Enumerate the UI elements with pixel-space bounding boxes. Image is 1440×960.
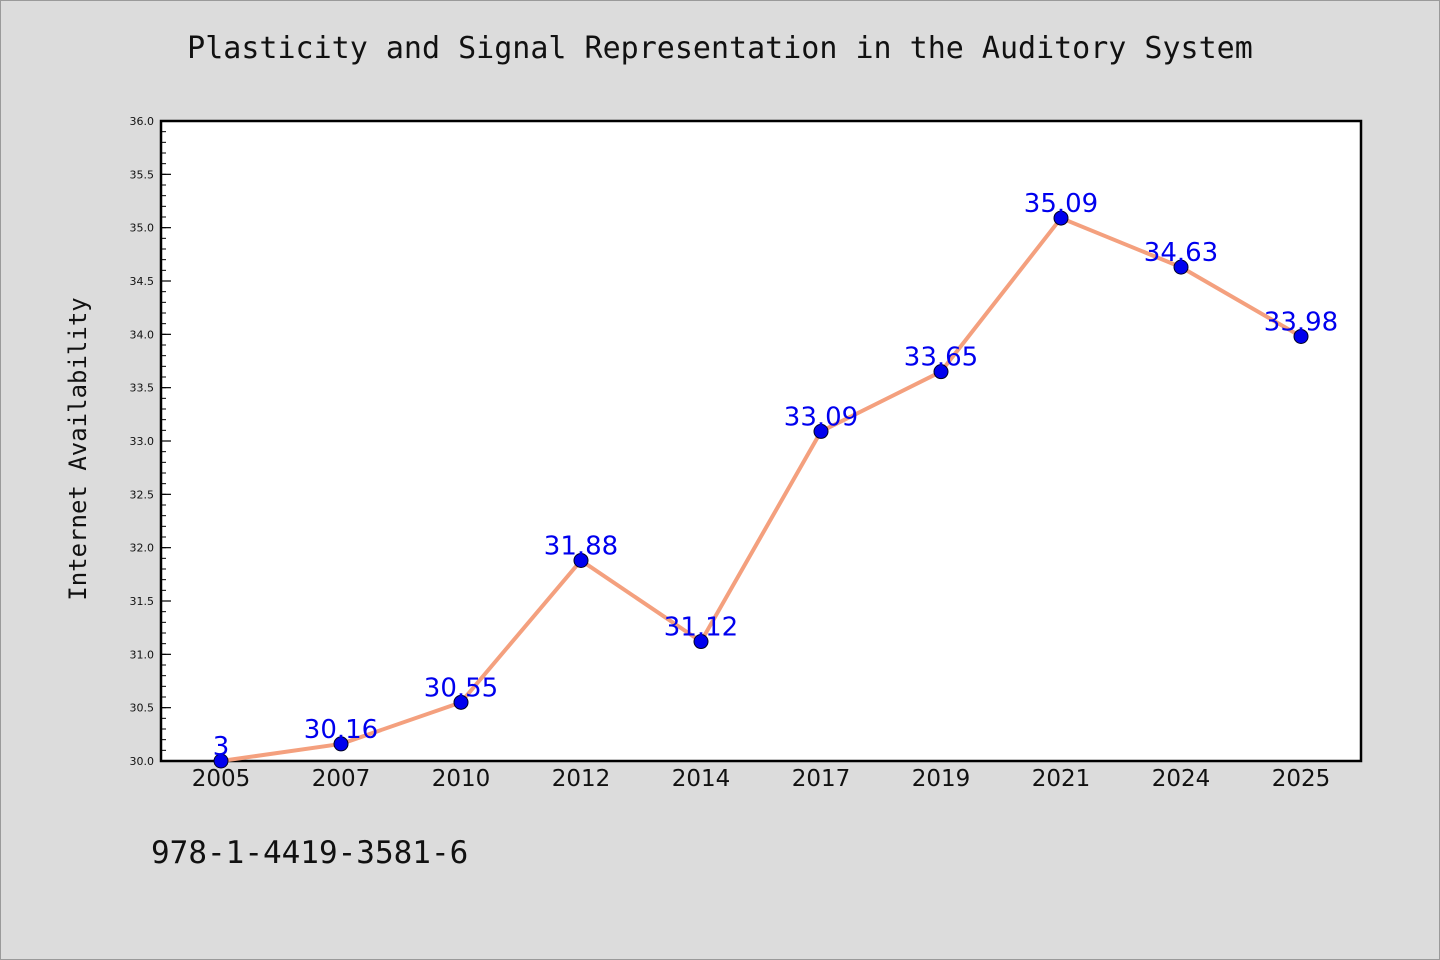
data-point bbox=[333, 736, 349, 752]
series-line bbox=[220, 216, 1303, 763]
y-tick-label: 30.5 bbox=[130, 702, 155, 715]
data-point bbox=[813, 423, 829, 439]
data-label: 30.55 bbox=[424, 673, 498, 703]
y-tick-label: 31.0 bbox=[130, 648, 155, 661]
y-tick-label: 34.0 bbox=[130, 328, 155, 341]
x-tick-label: 2019 bbox=[912, 766, 971, 792]
x-tick-label: 2024 bbox=[1152, 766, 1211, 792]
y-tick-label: 35.0 bbox=[130, 222, 155, 235]
y-axis-label: Internet Availability bbox=[64, 297, 92, 600]
y-tick-label: 36.0 bbox=[130, 115, 155, 128]
y-tick-label: 30.0 bbox=[130, 755, 155, 768]
data-label: 31.12 bbox=[664, 613, 738, 643]
data-label: 31.88 bbox=[544, 531, 618, 561]
chart-title: Plasticity and Signal Representation in … bbox=[187, 31, 1253, 66]
data-label: 30.16 bbox=[304, 715, 378, 745]
data-point bbox=[693, 634, 709, 650]
data-point bbox=[1053, 210, 1069, 226]
y-tick-label: 35.5 bbox=[130, 168, 155, 181]
y-tick-label: 32.0 bbox=[130, 542, 155, 555]
x-tick-label: 2012 bbox=[552, 766, 611, 792]
x-tick-label: 2017 bbox=[792, 766, 851, 792]
y-tick-label: 32.5 bbox=[130, 488, 155, 501]
data-label: 35.09 bbox=[1024, 189, 1098, 219]
data-point bbox=[933, 364, 949, 380]
data-point bbox=[1293, 328, 1309, 344]
data-label: 33.09 bbox=[784, 402, 858, 432]
y-tick-label: 31.5 bbox=[130, 595, 155, 608]
data-point bbox=[573, 552, 589, 568]
data-point bbox=[1173, 259, 1189, 275]
x-tick-label: 2025 bbox=[1272, 766, 1331, 792]
x-tick-label: 2014 bbox=[672, 766, 731, 792]
x-tick-label: 2010 bbox=[432, 766, 491, 792]
y-tick-label: 34.5 bbox=[130, 275, 155, 288]
x-tick-label: 2005 bbox=[192, 766, 251, 792]
y-tick-label: 33.0 bbox=[130, 435, 155, 448]
x-tick-label: 2007 bbox=[312, 766, 371, 792]
y-tick-label: 33.5 bbox=[130, 382, 155, 395]
plot-area bbox=[159, 119, 1363, 763]
data-label: 3 bbox=[213, 732, 230, 762]
data-point bbox=[213, 753, 229, 769]
data-point bbox=[453, 694, 469, 710]
isbn-label: 978-1-4419-3581-6 bbox=[151, 835, 469, 871]
data-label: 33.98 bbox=[1264, 307, 1338, 337]
data-label: 34.63 bbox=[1144, 238, 1218, 268]
x-tick-label: 2021 bbox=[1032, 766, 1091, 792]
data-label: 33.65 bbox=[904, 343, 978, 373]
